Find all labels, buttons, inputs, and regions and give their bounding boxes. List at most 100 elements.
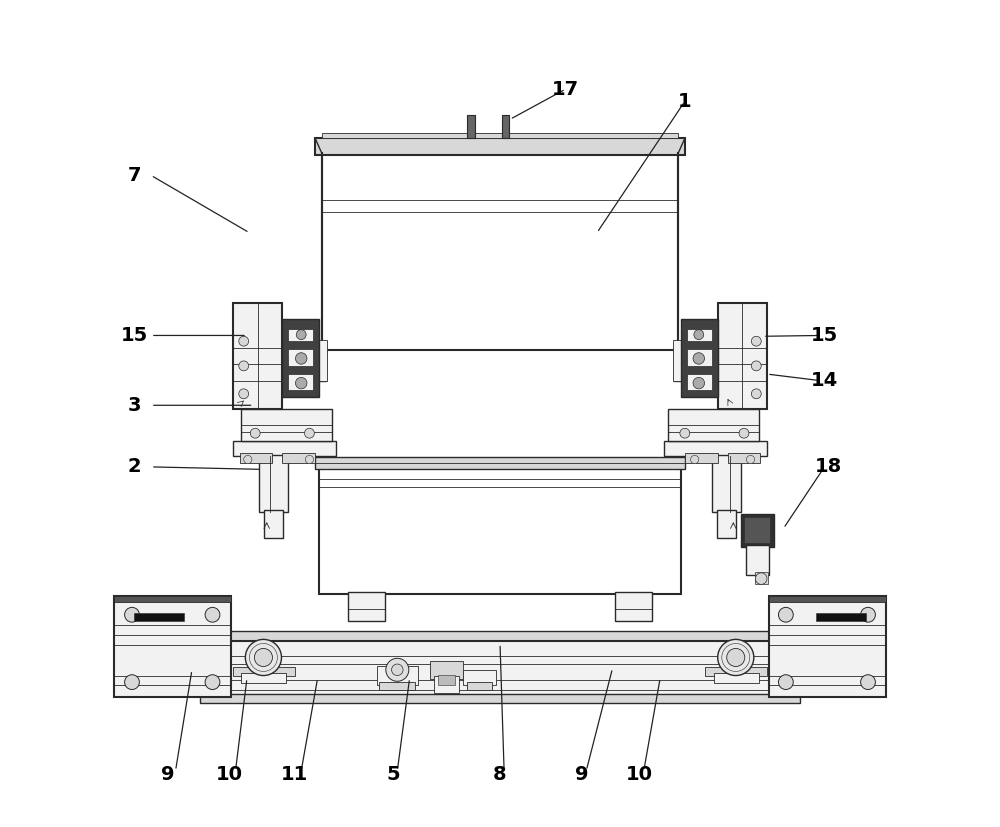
- Circle shape: [125, 607, 139, 622]
- Bar: [264, 509, 283, 538]
- Bar: [615, 592, 652, 620]
- Circle shape: [239, 361, 249, 370]
- Circle shape: [718, 639, 754, 676]
- Bar: [319, 467, 681, 595]
- Bar: [233, 442, 336, 457]
- Bar: [204, 641, 796, 697]
- Bar: [322, 133, 678, 138]
- Circle shape: [861, 675, 875, 690]
- Bar: [705, 667, 767, 676]
- Bar: [687, 350, 712, 366]
- Circle shape: [739, 428, 749, 438]
- Bar: [114, 596, 231, 602]
- Circle shape: [691, 456, 699, 464]
- Circle shape: [386, 658, 409, 681]
- Bar: [816, 613, 866, 620]
- Bar: [687, 374, 712, 390]
- Circle shape: [751, 337, 761, 347]
- Text: 8: 8: [493, 766, 507, 785]
- Bar: [685, 453, 718, 463]
- Text: 9: 9: [161, 766, 174, 785]
- Circle shape: [751, 389, 761, 399]
- Circle shape: [778, 607, 793, 622]
- Bar: [282, 319, 319, 397]
- Circle shape: [746, 456, 755, 464]
- Bar: [712, 455, 741, 512]
- Text: 14: 14: [811, 371, 838, 390]
- Bar: [755, 572, 768, 585]
- Bar: [315, 457, 685, 470]
- Bar: [318, 350, 326, 380]
- Bar: [288, 329, 313, 342]
- Bar: [674, 350, 682, 380]
- Bar: [241, 673, 286, 683]
- Bar: [240, 453, 272, 463]
- Circle shape: [392, 664, 403, 676]
- Bar: [288, 350, 313, 366]
- Circle shape: [239, 337, 249, 347]
- Bar: [430, 661, 463, 679]
- Bar: [673, 340, 681, 380]
- Bar: [502, 115, 509, 138]
- Bar: [741, 514, 774, 547]
- Circle shape: [304, 428, 314, 438]
- Text: 1: 1: [678, 92, 692, 111]
- Bar: [744, 517, 770, 543]
- Circle shape: [296, 330, 306, 340]
- Bar: [463, 670, 496, 685]
- Bar: [664, 442, 767, 457]
- Bar: [746, 545, 769, 576]
- Circle shape: [680, 428, 690, 438]
- Circle shape: [254, 648, 272, 667]
- Text: 10: 10: [626, 766, 653, 785]
- Circle shape: [205, 675, 220, 690]
- Text: 3: 3: [128, 396, 141, 415]
- Bar: [769, 596, 886, 602]
- Bar: [241, 409, 332, 442]
- Bar: [288, 374, 313, 390]
- Bar: [233, 667, 295, 676]
- Bar: [687, 329, 712, 342]
- Circle shape: [694, 330, 704, 340]
- Bar: [438, 675, 455, 685]
- Circle shape: [250, 428, 260, 438]
- Bar: [322, 153, 678, 351]
- Bar: [348, 592, 385, 620]
- Text: 2: 2: [128, 457, 141, 476]
- Bar: [434, 676, 459, 693]
- Circle shape: [295, 352, 307, 364]
- Text: 7: 7: [128, 165, 141, 184]
- Bar: [282, 453, 315, 463]
- Circle shape: [693, 352, 705, 364]
- Bar: [259, 455, 288, 512]
- Circle shape: [861, 607, 875, 622]
- Circle shape: [305, 456, 314, 464]
- Bar: [379, 682, 415, 691]
- Text: 15: 15: [811, 326, 838, 345]
- Bar: [233, 303, 282, 409]
- Circle shape: [727, 648, 745, 667]
- Text: 17: 17: [552, 79, 579, 98]
- Bar: [467, 682, 492, 691]
- Bar: [319, 340, 327, 380]
- Bar: [467, 115, 475, 138]
- Circle shape: [205, 607, 220, 622]
- Bar: [200, 695, 800, 703]
- Circle shape: [693, 377, 705, 389]
- Circle shape: [245, 639, 281, 676]
- Bar: [681, 319, 718, 397]
- Text: 18: 18: [815, 457, 842, 476]
- Bar: [717, 509, 736, 538]
- Bar: [315, 138, 685, 155]
- Text: 15: 15: [121, 326, 148, 345]
- Bar: [134, 613, 184, 620]
- Circle shape: [751, 361, 761, 370]
- Circle shape: [295, 377, 307, 389]
- Text: 9: 9: [575, 766, 589, 785]
- Bar: [714, 673, 759, 683]
- Bar: [204, 631, 796, 642]
- Circle shape: [244, 456, 252, 464]
- Text: 10: 10: [215, 766, 242, 785]
- Bar: [114, 596, 231, 697]
- Bar: [769, 596, 886, 697]
